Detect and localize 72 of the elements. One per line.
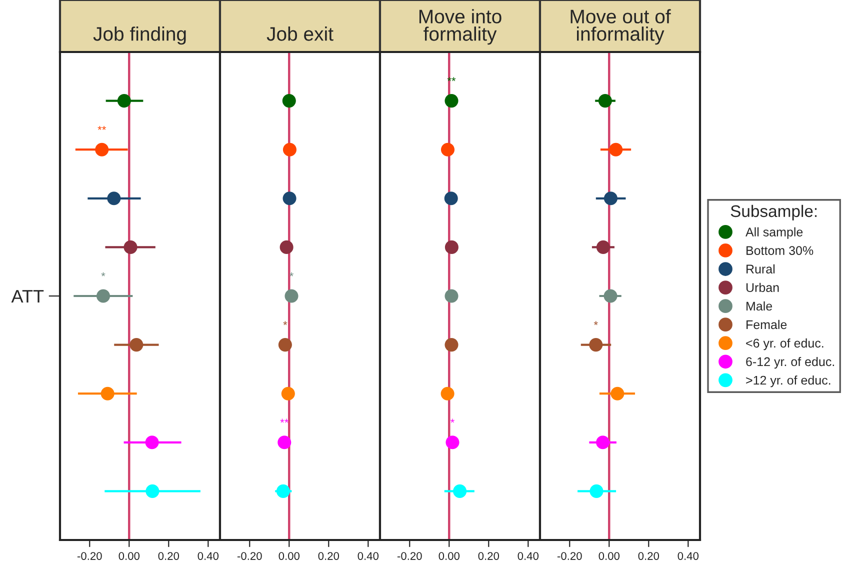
legend-label: 6-12 yr. of educ. <box>746 356 834 369</box>
point <box>282 142 296 156</box>
point <box>444 240 458 254</box>
x-tick-label: 0.40 <box>198 552 219 560</box>
data-label: ** <box>98 126 106 130</box>
point <box>107 192 121 206</box>
legend-label: >12 yr. of educ. <box>746 375 830 388</box>
point <box>610 386 624 400</box>
point <box>130 338 144 352</box>
point <box>440 386 454 400</box>
x-tick-label: 0.20 <box>318 552 340 560</box>
x-tick-label: 0.40 <box>678 552 699 560</box>
y-tick-label: ATT <box>11 290 44 303</box>
point <box>444 289 458 303</box>
point <box>604 192 618 206</box>
point <box>278 436 292 450</box>
point <box>598 94 612 108</box>
point <box>278 338 292 352</box>
chart-title: Job finding <box>93 26 186 45</box>
x-tick-label: 0.00 <box>118 552 140 560</box>
x-tick-label: 0.40 <box>358 552 379 560</box>
point <box>453 484 467 498</box>
legend-title: Subsample: <box>730 204 817 220</box>
point <box>284 289 298 303</box>
x-tick-label: 0.00 <box>438 552 460 560</box>
legend-label: Female <box>746 320 787 330</box>
point <box>276 484 290 498</box>
point <box>609 142 623 156</box>
point <box>281 386 295 400</box>
x-tick-label: -0.20 <box>237 552 262 560</box>
point <box>96 289 110 303</box>
point <box>444 94 458 108</box>
point <box>100 386 114 400</box>
point <box>95 142 109 156</box>
x-tick-label: 0.20 <box>638 552 660 560</box>
point <box>590 484 604 498</box>
point <box>444 192 458 206</box>
legend-label: Male <box>746 301 772 311</box>
x-tick-label: 0.20 <box>158 552 180 560</box>
point <box>146 484 160 498</box>
point <box>589 338 603 352</box>
point <box>145 436 159 450</box>
x-tick-label: 0.00 <box>598 552 620 560</box>
point <box>280 240 294 254</box>
point <box>444 338 458 352</box>
point <box>124 240 138 254</box>
x-tick-label: 0.40 <box>518 552 539 560</box>
data-label: * <box>450 418 454 423</box>
chart-title: Job exit <box>266 26 334 41</box>
point <box>596 436 610 450</box>
x-tick-label: 0.00 <box>278 552 300 560</box>
data-label: * <box>101 272 106 276</box>
chart-title: Move out of informality <box>570 9 671 45</box>
point <box>440 142 455 156</box>
data-label: * <box>283 321 288 326</box>
x-tick-label: 0.20 <box>478 552 500 560</box>
point <box>596 240 610 254</box>
legend-label: Urban <box>746 282 779 292</box>
point <box>282 94 296 108</box>
x-tick-label: -0.20 <box>77 552 102 560</box>
point <box>117 94 131 108</box>
legend-label: <6 yr. of educ. <box>746 338 824 350</box>
chart-title: Move into formality <box>419 9 502 45</box>
point <box>282 192 296 206</box>
point <box>604 289 618 303</box>
point <box>446 436 460 450</box>
legend-label: Rural <box>746 264 775 274</box>
x-tick-label: -0.20 <box>397 552 422 560</box>
x-tick-label: -0.20 <box>557 552 582 560</box>
data-label: * <box>594 321 598 326</box>
legend-label: All sample <box>746 227 803 239</box>
legend-label: Bottom 30% <box>746 246 814 255</box>
